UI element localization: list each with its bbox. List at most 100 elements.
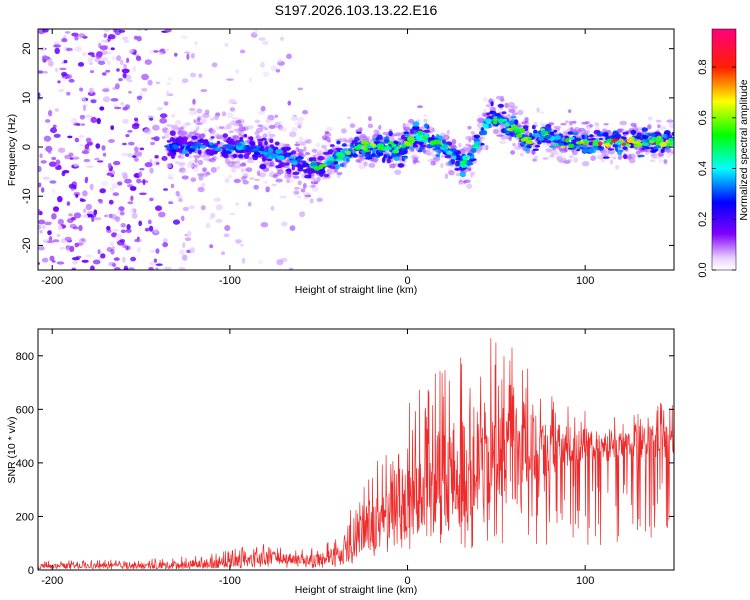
spectrogram-noise-cell: [166, 81, 172, 86]
spectrogram-noise-cell: [53, 44, 62, 48]
spectrogram-noise-cell: [127, 130, 133, 133]
spectrogram-ridge-cell: [327, 156, 334, 161]
spectrogram-ridge-cell: [324, 136, 331, 141]
spectrogram-noise-cell: [257, 260, 264, 264]
spectrogram-noise-cell: [184, 51, 191, 54]
spectrogram-ridge-cell: [417, 105, 423, 109]
spectrogram-ridge-cell: [254, 119, 261, 124]
spectrogram-ridge-cell: [345, 150, 352, 156]
spectrogram-ridge-cell: [357, 144, 362, 148]
spectrogram-ridge-cell: [524, 117, 529, 123]
spectrogram-noise-cell: [182, 254, 188, 261]
spectrogram-noise-cell: [147, 219, 152, 225]
spectrogram-ridge-cell: [466, 183, 473, 189]
spectrogram-ridge-cell: [292, 189, 300, 196]
spectrogram-noise-cell: [66, 91, 71, 96]
spectrogram-noise-cell: [115, 233, 123, 240]
spectrogram-ridge-cell: [199, 138, 204, 144]
spectrogram-ridge-cell: [233, 178, 241, 184]
spectrogram-ridge-cell: [366, 144, 372, 149]
spectrogram-ridge-cell: [364, 156, 373, 160]
spectrogram-noise-cell: [101, 180, 108, 187]
spectrogram-ridge-cell: [597, 141, 603, 146]
spectrogram-ridge-cell: [614, 146, 619, 152]
spectrogram-noise-cell: [239, 49, 246, 54]
spectrogram-noise-cell: [88, 62, 93, 65]
spectrogram-ridge-cell: [330, 171, 335, 175]
spectrogram-ridge-cell: [600, 159, 605, 163]
spectrogram-ridge-cell: [544, 134, 552, 140]
spectrogram-ridge-cell: [626, 138, 635, 143]
spectrogram-noise-cell: [262, 71, 270, 78]
spectrogram-ridge-cell: [477, 115, 481, 118]
colorbar-tick-label: 0.4: [697, 161, 709, 176]
spectrogram-noise-cell: [112, 183, 119, 189]
spectrogram-noise-cell: [164, 48, 169, 52]
spectrogram-ridge-cell: [169, 130, 176, 136]
spectrogram-ridge-cell: [235, 160, 240, 165]
spectrogram-ridge-cell: [323, 173, 330, 178]
spectrogram-noise-cell: [71, 32, 79, 37]
spectrogram-ridge-cell: [197, 173, 204, 177]
spectrogram-ridge-cell: [167, 152, 172, 157]
spectrogram-noise-cell: [107, 51, 112, 54]
spectrogram-ridge-cell: [324, 147, 328, 152]
spectrogram-noise-cell: [98, 60, 106, 65]
spectrogram-ridge-cell: [582, 161, 590, 167]
spectrogram-ridge-cell: [569, 120, 573, 126]
spectrogram-ridge-cell: [311, 173, 315, 177]
spectrogram-noise-cell: [96, 51, 103, 58]
spectrogram-ridge-cell: [256, 127, 264, 133]
spectrogram-noise-cell: [205, 222, 211, 229]
spectrogram-ridge-cell: [294, 187, 300, 190]
spectrogram-noise-cell: [138, 220, 143, 227]
spectrogram-noise-cell: [111, 55, 116, 61]
spectrogram-ridge-cell: [444, 154, 452, 159]
spectrogram-ridge-cell: [377, 146, 384, 151]
snr-x-axis-label: Height of straight line (km): [295, 584, 418, 596]
spectrogram-ridge-cell: [397, 137, 402, 141]
spectrogram-ridge-cell: [407, 136, 415, 142]
spectrogram-ridge-cell: [296, 158, 302, 162]
spectrogram-ridge-cell: [297, 180, 302, 186]
spectrogram-noise-cell: [149, 197, 154, 202]
spectrogram-noise-cell: [44, 221, 52, 226]
spectrogram-noise-cell: [102, 152, 107, 157]
spectrogram-ridge-cell: [536, 107, 540, 113]
spectrogram-noise-cell: [119, 59, 124, 65]
spectrogram-ridge-cell: [568, 109, 572, 113]
y-tick-label: 0: [21, 144, 33, 150]
spectrogram-ridge-cell: [175, 190, 180, 197]
spectrogram-ridge-cell: [234, 128, 240, 132]
x-tick-label: -100: [219, 275, 241, 287]
spectrogram-ridge-cell: [394, 141, 398, 145]
spectrogram-ridge-cell: [570, 127, 574, 133]
spectrogram-noise-cell: [68, 213, 73, 217]
spectrogram-noise-cell: [122, 106, 128, 111]
spectrogram-noise-cell: [69, 245, 75, 252]
spectrogram-noise-cell: [162, 238, 168, 243]
spectrogram-noise-cell: [110, 241, 114, 246]
spectrogram-ridge-cell: [494, 113, 501, 117]
spectrogram-ridge-cell: [504, 121, 510, 127]
spectrogram-ridge-cell: [283, 152, 292, 158]
spectrogram-ridge-cell: [531, 125, 536, 130]
snr-y-axis-label: SNR (10 * v/v): [6, 416, 18, 483]
spectrogram-noise-cell: [155, 205, 162, 211]
spectrogram-ridge-cell: [590, 155, 596, 161]
spectrogram-noise-cell: [287, 100, 292, 106]
spectrogram-ridge-cell: [577, 134, 581, 138]
spectrogram-noise-cell: [54, 47, 60, 55]
spectrogram-ridge-cell: [264, 140, 268, 146]
spectrogram-noise-cell: [79, 143, 84, 147]
spectrogram-ridge-cell: [311, 148, 318, 153]
spectrogram-ridge-cell: [424, 123, 429, 129]
spectrogram-ridge-cell: [327, 149, 334, 155]
spectrogram-noise-cell: [132, 65, 137, 72]
spectrogram-ridge-cell: [598, 145, 602, 150]
spectrogram-ridge-cell: [349, 143, 355, 149]
spectrogram-ridge-cell: [213, 114, 220, 121]
spectrogram-noise-cell: [138, 238, 142, 243]
spectrogram-ridge-cell: [181, 175, 189, 180]
spectrogram-ridge-cell: [254, 178, 261, 182]
